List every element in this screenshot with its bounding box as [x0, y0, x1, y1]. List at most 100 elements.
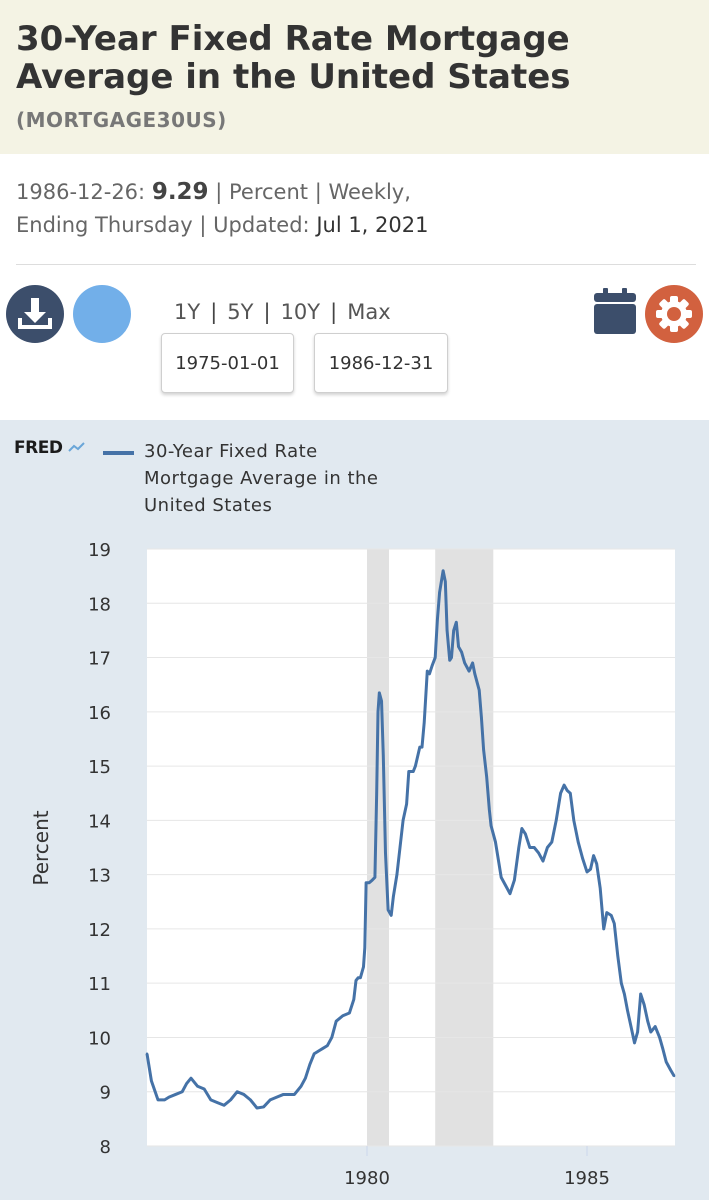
data-point: [362, 965, 365, 969]
data-point: [520, 827, 524, 830]
end-date-field[interactable]: 1986-12-31: [314, 333, 448, 393]
y-tick-label: 8: [100, 1137, 111, 1158]
data-point: [359, 976, 362, 979]
data-point: [156, 1098, 160, 1102]
y-tick-label: 18: [88, 594, 111, 615]
data-point: [414, 764, 417, 768]
data-point: [610, 914, 613, 917]
data-point: [577, 840, 580, 844]
data-point: [654, 1025, 657, 1028]
data-point: [386, 908, 390, 912]
data-point: [672, 1074, 676, 1078]
y-tick-label: 13: [88, 866, 111, 887]
data-point: [669, 1068, 672, 1072]
data-point: [636, 1030, 639, 1034]
data-point: [629, 1025, 633, 1028]
data-point: [471, 661, 474, 665]
observation-date: 1986-12-26:: [16, 180, 146, 204]
data-point: [236, 1090, 239, 1093]
data-point: [348, 1011, 351, 1015]
data-point: [633, 1041, 636, 1045]
updated-date: Jul 1, 2021: [316, 213, 429, 237]
data-point: [368, 881, 371, 884]
data-point: [375, 792, 378, 795]
data-point: [494, 840, 497, 844]
data-point: [299, 1085, 303, 1088]
x-axis-ticks: 1980 1985: [344, 1146, 610, 1189]
data-point: [661, 1047, 664, 1050]
data-point: [321, 1047, 325, 1050]
range-10y[interactable]: 10Y: [280, 300, 321, 324]
y-tick-label: 14: [88, 811, 111, 832]
data-point: [317, 1049, 320, 1053]
data-point: [613, 922, 616, 925]
range-5y[interactable]: 5Y: [227, 300, 254, 324]
data-point: [457, 645, 460, 648]
x-tick-label: 1980: [344, 1168, 390, 1189]
divider: [16, 264, 696, 265]
data-point: [592, 854, 595, 857]
data-point: [196, 1085, 199, 1088]
frequency-end: Ending Thursday: [16, 213, 193, 237]
data-point: [354, 979, 358, 982]
data-point: [286, 1093, 289, 1096]
calendar-button[interactable]: [594, 288, 636, 334]
y-tick-label: 19: [88, 540, 111, 561]
data-point: [485, 775, 488, 779]
data-point: [616, 954, 619, 958]
data-point: [441, 569, 445, 572]
data-point: [412, 770, 415, 773]
data-point: [450, 656, 453, 659]
data-point: [398, 846, 402, 849]
data-point: [643, 1003, 646, 1007]
y-tick-label: 15: [88, 757, 111, 778]
data-point: [255, 1106, 259, 1110]
data-point: [405, 802, 408, 806]
data-point: [373, 876, 377, 879]
data-point: [395, 873, 399, 876]
data-point: [364, 881, 368, 884]
data-point: [378, 691, 381, 695]
data-point: [665, 1060, 668, 1064]
blank-circle-button[interactable]: [73, 285, 131, 343]
data-point: [649, 1030, 652, 1034]
data-point: [269, 1098, 272, 1102]
data-point: [445, 629, 449, 632]
data-point: [262, 1105, 265, 1109]
data-point: [455, 621, 458, 624]
data-point: [438, 591, 441, 594]
range-max[interactable]: Max: [347, 300, 391, 324]
observation-value: 9.29: [151, 179, 209, 205]
fred-logo[interactable]: FRED: [14, 438, 86, 458]
data-point: [185, 1082, 188, 1085]
data-point: [426, 669, 429, 673]
data-point: [488, 808, 491, 811]
range-1y[interactable]: 1Y: [174, 300, 201, 324]
download-button[interactable]: [6, 285, 64, 343]
recession-bands: [367, 549, 494, 1146]
data-point: [566, 789, 569, 792]
y-tick-label: 16: [88, 703, 111, 724]
data-point: [504, 884, 507, 887]
settings-button[interactable]: [645, 285, 703, 343]
gridlines: [147, 548, 675, 1147]
data-point: [174, 1093, 177, 1096]
range-separator: |: [330, 300, 338, 324]
line-chart: 8 9 10 11 12 13 14 15 16 17 18 19 1980 1985 Percent: [29, 540, 676, 1189]
data-point: [308, 1063, 311, 1066]
data-point: [605, 911, 608, 914]
data-point: [229, 1098, 232, 1102]
data-point: [599, 887, 602, 890]
data-point: [585, 870, 589, 874]
data-point: [275, 1095, 278, 1099]
data-point: [163, 1098, 166, 1102]
data-point: [420, 745, 424, 749]
data-point: [335, 1019, 338, 1023]
data-point: [181, 1090, 184, 1093]
data-point: [473, 672, 476, 676]
start-date-field[interactable]: 1975-01-01: [161, 333, 294, 393]
data-point: [517, 846, 520, 849]
updated-label: | Updated:: [199, 213, 310, 237]
data-point: [363, 946, 366, 950]
data-point: [646, 1019, 649, 1023]
